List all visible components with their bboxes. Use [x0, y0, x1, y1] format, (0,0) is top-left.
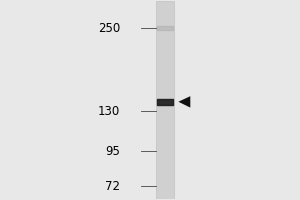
Polygon shape — [178, 96, 190, 108]
Text: 72: 72 — [105, 180, 120, 193]
Text: 130: 130 — [98, 105, 120, 118]
Text: 95: 95 — [105, 145, 120, 158]
Bar — [156, 1, 174, 199]
Text: 250: 250 — [98, 22, 120, 35]
